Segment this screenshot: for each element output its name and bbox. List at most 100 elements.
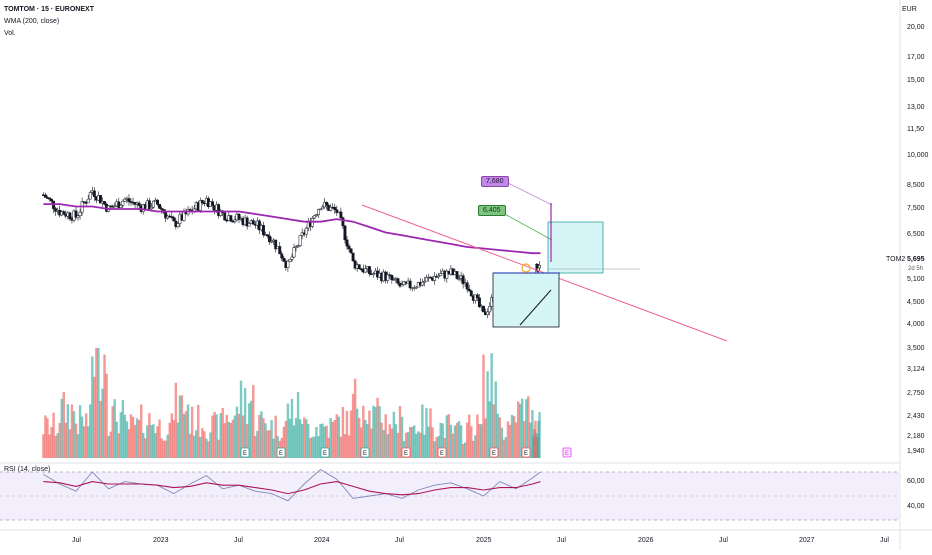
- earnings-marker[interactable]: [276, 447, 286, 458]
- volume-bar: [56, 433, 59, 458]
- volume-bar: [463, 442, 467, 458]
- volume-bar: [223, 423, 226, 458]
- volume-bar: [523, 421, 526, 458]
- candle-body: [86, 198, 90, 204]
- target-high-tag[interactable]: 7,680: [481, 176, 509, 187]
- volume-bar: [388, 424, 391, 458]
- candle-body: [74, 210, 78, 218]
- volume-bar: [413, 425, 416, 458]
- candle-body: [62, 211, 66, 215]
- volume-bar: [137, 420, 141, 458]
- symbol-title: TOMTOM · 15 · EURONEXT: [4, 6, 94, 13]
- candle-body: [349, 248, 353, 254]
- volume-bar: [213, 411, 216, 458]
- volume-bar: [508, 424, 512, 458]
- candle-body: [117, 201, 121, 208]
- volume-bar: [233, 415, 237, 458]
- volume-bar: [229, 422, 233, 458]
- volume-bar: [170, 413, 173, 458]
- currency-label[interactable]: EUR: [902, 6, 917, 13]
- volume-bar: [484, 418, 487, 458]
- candle-body: [290, 256, 294, 260]
- volume-bar: [241, 415, 245, 458]
- candle-body: [538, 265, 541, 269]
- volume-bar: [48, 434, 51, 458]
- target-mid-tag[interactable]: 6,405: [478, 205, 506, 216]
- volume-bar: [394, 424, 398, 458]
- candle-body: [469, 290, 473, 297]
- earnings-marker[interactable]: [562, 447, 572, 458]
- earnings-marker[interactable]: [489, 447, 499, 458]
- volume-bar: [172, 420, 175, 458]
- earnings-marker[interactable]: [401, 447, 411, 458]
- volume-legend[interactable]: Vol.: [4, 30, 16, 37]
- volume-bar: [174, 382, 178, 458]
- volume-bar: [93, 376, 96, 458]
- earnings-marker[interactable]: [320, 447, 330, 458]
- volume-bar: [142, 432, 145, 458]
- volume-bar: [309, 438, 312, 458]
- candle-body: [372, 273, 375, 275]
- volume-bar: [205, 438, 208, 458]
- candle-body: [343, 225, 347, 241]
- volume-bar: [252, 384, 255, 458]
- volume-bar: [459, 425, 463, 458]
- volume-bar: [180, 395, 184, 458]
- volume-bar: [292, 425, 296, 458]
- rsi-legend[interactable]: RSI (14, close): [4, 466, 51, 473]
- target-box[interactable]: [547, 221, 604, 274]
- volume-bar: [525, 399, 528, 458]
- volume-bar: [119, 412, 123, 458]
- price-tick-label: 6,500: [907, 231, 925, 239]
- volume-bar: [323, 426, 326, 458]
- earnings-marker[interactable]: [360, 447, 370, 458]
- candle-body: [50, 198, 53, 202]
- candle-body: [113, 205, 117, 208]
- candle-body: [425, 277, 428, 282]
- candle-body: [123, 198, 127, 202]
- candle-body: [390, 274, 394, 280]
- volume-bar: [335, 414, 338, 458]
- volume-bar: [453, 425, 457, 458]
- volume-bar: [184, 411, 188, 458]
- time-tick-label: 2026: [638, 537, 654, 544]
- volume-bar: [370, 428, 373, 458]
- volume-bar: [60, 398, 63, 458]
- wma-legend[interactable]: WMA (200, close): [4, 18, 60, 25]
- volume-bar: [439, 422, 442, 458]
- candle-body: [278, 246, 282, 255]
- volume-bar: [470, 426, 473, 458]
- volume-bar: [103, 354, 106, 458]
- volume-bar: [188, 433, 192, 458]
- volume-bar: [125, 421, 129, 458]
- volume-bar: [498, 417, 501, 458]
- volume-bar: [343, 434, 347, 458]
- candle-body: [268, 235, 272, 243]
- breakout-marker[interactable]: [521, 263, 531, 273]
- earnings-marker-letter: E: [440, 451, 444, 457]
- candle-body: [99, 195, 102, 204]
- earnings-marker[interactable]: [437, 447, 447, 458]
- time-tick-label: Jul: [880, 537, 889, 544]
- volume-bar: [307, 423, 310, 458]
- volume-bar: [207, 441, 210, 458]
- candle-body: [335, 209, 339, 213]
- candle-body: [341, 217, 345, 227]
- candle-body: [119, 205, 123, 208]
- volume-bar: [84, 413, 88, 458]
- candle-body: [367, 266, 371, 275]
- volume-bar: [480, 424, 483, 458]
- volume-bar: [478, 423, 481, 458]
- candle-body: [319, 208, 322, 211]
- earnings-marker[interactable]: [521, 447, 531, 458]
- candle-body: [198, 200, 202, 211]
- volume-bar: [117, 433, 120, 458]
- volume-bar: [455, 422, 459, 458]
- volume-bar: [144, 438, 147, 458]
- earnings-marker-letter: E: [565, 451, 569, 457]
- earnings-marker[interactable]: [240, 447, 250, 458]
- volume-bar: [54, 435, 57, 458]
- volume-bar: [95, 348, 98, 458]
